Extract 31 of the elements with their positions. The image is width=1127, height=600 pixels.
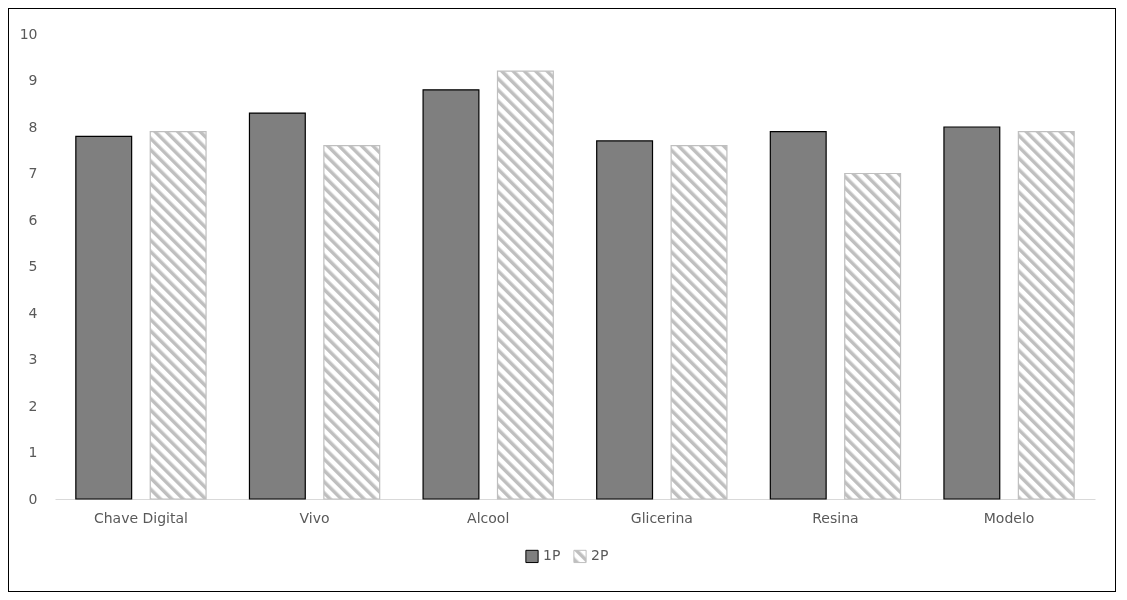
x-tick-label: Chave Digital [93,509,188,526]
bar [769,131,827,500]
y-tick-label: 1 [28,444,38,460]
y-tick-label: 8 [28,118,38,135]
x-tick-label: Modelo [983,509,1035,526]
y-tick-label: 9 [28,72,38,88]
bar [496,70,554,500]
bar [670,145,728,500]
bar [149,131,207,500]
y-tick-label: 0 [28,490,38,507]
y-tick-label: 5 [28,258,38,274]
bar [75,135,133,500]
y-tick-label: 6 [28,211,38,228]
bar [248,112,306,500]
bar [323,145,381,500]
x-tick-label: Vivo [299,509,330,526]
y-tick-label: 2 [28,397,38,414]
bar [422,89,480,500]
y-tick-label: 7 [28,165,38,181]
y-tick-label: 10 [19,25,38,42]
y-tick-label: 3 [28,351,38,367]
legend-label: 2P [591,547,609,564]
legend-label: 1P [543,547,561,564]
y-tick-label: 4 [28,304,38,321]
x-tick-label: Glicerina [630,509,693,526]
bar [1017,131,1075,500]
x-tick-label: Resina [812,509,859,526]
bar [844,172,902,500]
bar [596,140,654,500]
x-tick-label: Alcool [467,509,510,526]
bar [943,126,1001,500]
